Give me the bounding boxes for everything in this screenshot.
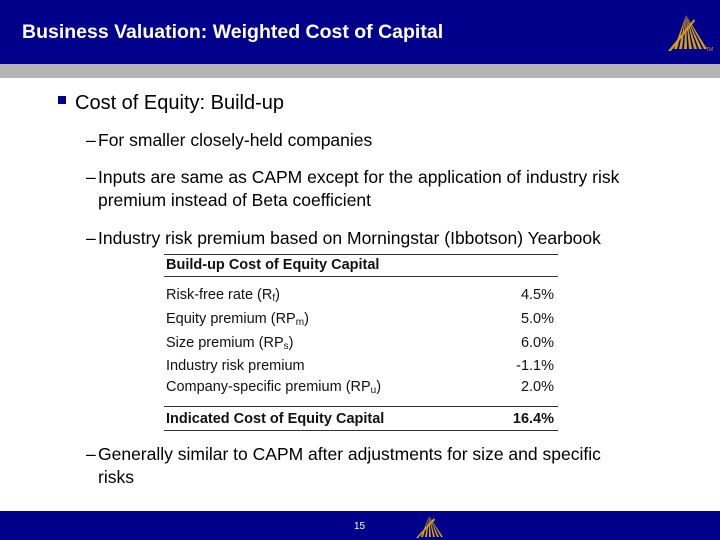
- header-bar: Business Valuation: Weighted Cost of Cap…: [0, 0, 720, 64]
- build-up-table: Build-up Cost of Equity Capital Risk-fre…: [164, 254, 558, 432]
- table-bottom-rule: [164, 430, 558, 431]
- page-number: 15: [354, 521, 366, 532]
- table-row-value: 2.0%: [520, 379, 554, 395]
- table-row-label: Industry risk premium: [166, 358, 305, 374]
- table-row-value: 4.5%: [520, 287, 554, 303]
- dash-marker: –: [86, 444, 96, 464]
- table-total-value: 16.4%: [512, 411, 554, 427]
- main-bullet-text: Cost of Equity: Build-up: [75, 92, 284, 114]
- table-title: Build-up Cost of Equity Capital: [166, 257, 380, 273]
- subpoint-text-line-1: Inputs are same as CAPM except for the a…: [98, 167, 620, 187]
- table-row-label: Equity premium (RPm): [166, 311, 309, 328]
- subpoint-text-line-2: risks: [98, 467, 134, 487]
- square-bullet-icon: [58, 96, 66, 104]
- dash-marker: –: [86, 167, 96, 187]
- subpoint-text-line-2: premium instead of Beta coefficient: [98, 190, 372, 210]
- peak-arrow-logo-icon: TM: [668, 15, 713, 53]
- table-total-rule: [164, 406, 558, 407]
- table-top-rule: [164, 254, 558, 255]
- table-row-value: 5.0%: [520, 311, 554, 327]
- footer-bar: 15: [0, 511, 720, 540]
- table-row-label: Risk-free rate (Rf): [166, 287, 280, 304]
- peak-arrow-logo-icon: [416, 516, 443, 538]
- table-row-label: Size premium (RPs): [166, 335, 294, 352]
- table-header-rule: [164, 276, 558, 277]
- subpoint-text: Industry risk premium based on Morningst…: [98, 228, 601, 248]
- dash-marker: –: [86, 228, 96, 248]
- trademark-mark: TM: [706, 47, 713, 53]
- subpoint-text-line-1: Generally similar to CAPM after adjustme…: [98, 444, 601, 464]
- table-row-value: -1.1%: [516, 358, 554, 374]
- dash-marker: –: [86, 130, 96, 150]
- table-row-value: 6.0%: [520, 335, 554, 351]
- table-total-label: Indicated Cost of Equity Capital: [166, 411, 385, 427]
- table-row-label: Company-specific premium (RPu): [166, 379, 382, 396]
- subpoint-text: For smaller closely-held companies: [98, 130, 373, 150]
- header-stripe: [0, 64, 720, 78]
- slide-title: Business Valuation: Weighted Cost of Cap…: [22, 21, 444, 43]
